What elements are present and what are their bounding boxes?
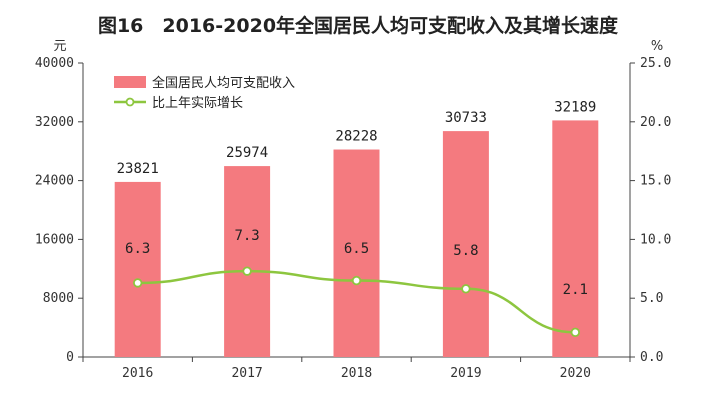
bar [442,131,489,357]
right-tick-label: 25.0 [640,56,671,71]
left-tick-label: 16000 [35,232,74,247]
x-axis-ticks: 2016 2017 2018 2019 2020 [82,357,631,381]
left-tick-label: 0 [66,350,74,365]
growth-line [132,266,580,338]
growth-point [132,278,143,288]
growth-point [461,284,471,294]
x-tick-label: 2020 [560,366,591,381]
bar-value-label: 32189 [554,99,596,115]
bar-value-label: 25974 [226,145,268,161]
left-tick-label: 40000 [35,56,74,71]
bar [333,149,380,357]
bar-value-label: 23821 [117,161,159,177]
bars [114,120,599,357]
left-tick-label: 32000 [35,115,74,130]
bar-value-label: 30733 [445,110,487,126]
bar-value-labels: 23821 25974 28228 30733 32189 [117,99,597,177]
legend: 全国居民人均可支配收入 比上年实际增长 [114,75,295,111]
growth-point [351,275,362,286]
legend-bar-swatch [114,76,146,88]
bar [552,120,599,357]
line-value-labels: 6.3 7.3 6.5 5.8 2.1 [125,228,588,298]
growth-value-label: 6.3 [125,241,150,257]
legend-bar-label: 全国居民人均可支配收入 [152,75,295,91]
growth-value-label: 6.5 [344,241,369,257]
growth-value-label: 5.8 [453,243,478,259]
right-tick-label: 15.0 [640,174,671,189]
bar [114,181,161,357]
growth-value-label: 2.1 [563,282,588,298]
growth-point [570,327,580,338]
legend-line-label: 比上年实际增长 [152,96,243,111]
left-tick-label: 8000 [43,291,74,306]
bar-value-label: 28228 [335,129,377,145]
x-tick-label: 2018 [341,366,372,381]
right-tick-label: 0.0 [640,350,663,365]
right-axis-unit: % [651,39,663,54]
left-axis-ticks: 0 8000 16000 24000 32000 40000 [35,56,83,365]
growth-point [242,266,252,276]
x-tick-label: 2016 [122,366,153,381]
x-tick-label: 2019 [450,366,481,381]
growth-value-label: 7.3 [234,228,259,244]
right-tick-label: 5.0 [640,291,663,306]
legend-line-marker [125,97,135,107]
x-tick-label: 2017 [231,366,262,381]
right-tick-label: 20.0 [640,115,671,130]
right-tick-label: 10.0 [640,232,671,247]
left-tick-label: 24000 [35,174,74,189]
right-axis-ticks: 0.0 5.0 10.0 15.0 20.0 25.0 [630,56,671,365]
chart-title: 图16 2016-2020年全国居民人均可支配收入及其增长速度 [98,14,619,37]
left-axis-unit: 元 [53,39,66,54]
bar [224,166,271,357]
